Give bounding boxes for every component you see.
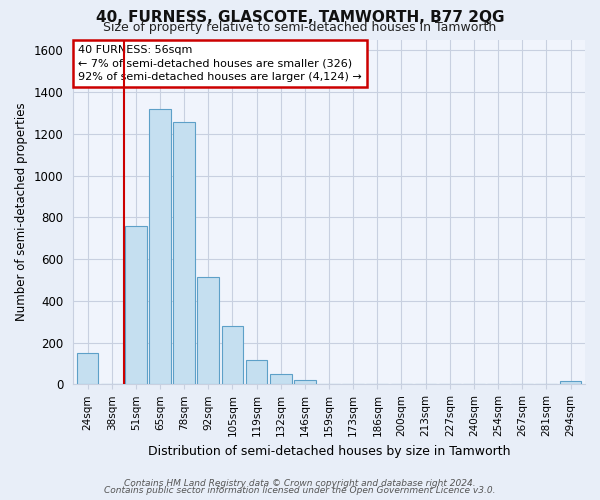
Bar	[294, 380, 316, 384]
X-axis label: Distribution of semi-detached houses by size in Tamworth: Distribution of semi-detached houses by …	[148, 444, 510, 458]
Bar	[173, 122, 195, 384]
Bar	[270, 374, 292, 384]
Y-axis label: Number of semi-detached properties: Number of semi-detached properties	[15, 103, 28, 322]
Bar	[221, 326, 243, 384]
Text: Size of property relative to semi-detached houses in Tamworth: Size of property relative to semi-detach…	[103, 21, 497, 34]
Bar	[149, 109, 171, 384]
Text: 40, FURNESS, GLASCOTE, TAMWORTH, B77 2QG: 40, FURNESS, GLASCOTE, TAMWORTH, B77 2QG	[96, 10, 504, 25]
Bar	[245, 360, 268, 384]
Bar	[197, 277, 219, 384]
Text: Contains HM Land Registry data © Crown copyright and database right 2024.: Contains HM Land Registry data © Crown c…	[124, 478, 476, 488]
Text: Contains public sector information licensed under the Open Government Licence v3: Contains public sector information licen…	[104, 486, 496, 495]
Bar	[125, 226, 146, 384]
Bar	[560, 381, 581, 384]
Bar	[77, 353, 98, 384]
Text: 40 FURNESS: 56sqm
← 7% of semi-detached houses are smaller (326)
92% of semi-det: 40 FURNESS: 56sqm ← 7% of semi-detached …	[78, 45, 362, 82]
